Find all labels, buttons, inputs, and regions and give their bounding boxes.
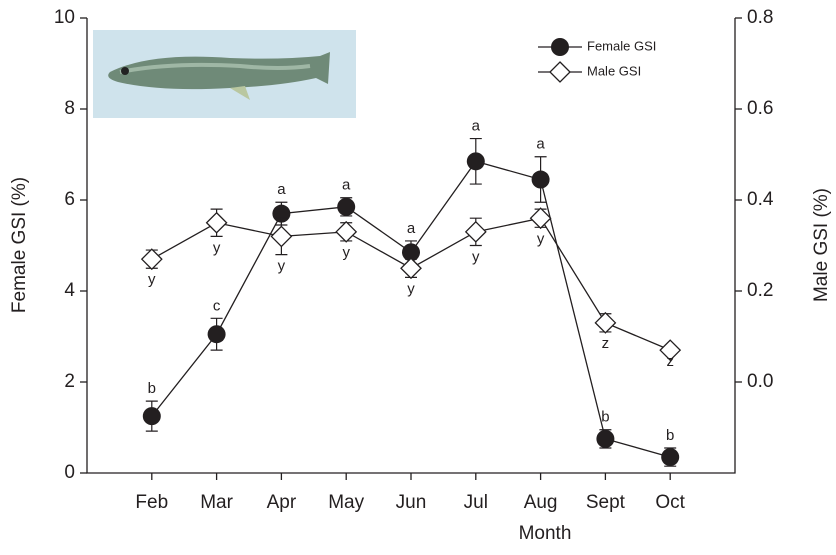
point	[143, 407, 161, 425]
significance-letter: a	[342, 177, 351, 194]
x-tick-label: Jun	[396, 492, 427, 513]
x-tick-label: Apr	[267, 492, 297, 513]
diamond-point	[271, 226, 291, 246]
significance-letter: y	[537, 230, 545, 247]
y-axis-title: Female GSI (%)	[9, 177, 30, 313]
x-tick-label: Oct	[655, 492, 685, 513]
y-tick-label: 4	[64, 280, 75, 301]
x-tick-label: May	[328, 492, 364, 513]
series-line	[152, 161, 670, 457]
significance-letter: y	[278, 258, 286, 275]
significance-letter: b	[601, 409, 609, 426]
y2-tick-label: 0.2	[747, 280, 773, 301]
y-tick-label: 10	[54, 7, 75, 28]
y2-tick-label: 0.6	[747, 98, 773, 119]
point	[596, 430, 614, 448]
x-tick-label: Feb	[135, 492, 168, 513]
diamond-point	[336, 222, 356, 242]
x-tick-label: Jul	[464, 492, 488, 513]
y2-tick-label: 0.8	[747, 7, 773, 28]
significance-letter: y	[472, 248, 480, 265]
diamond-point	[466, 222, 486, 242]
legend-label: Female GSI	[587, 38, 656, 53]
significance-letter: a	[472, 118, 481, 135]
significance-letter: z	[602, 335, 610, 352]
diamond-point	[142, 249, 162, 269]
x-axis-title: Month	[519, 523, 572, 544]
significance-letter: b	[148, 380, 156, 397]
significance-letter: a	[407, 220, 416, 237]
y-tick-label: 0	[64, 462, 75, 483]
legend-marker	[551, 38, 569, 56]
y2-axis-title: Male GSI (%)	[811, 188, 832, 302]
diamond-point	[595, 313, 615, 333]
significance-letter: y	[213, 239, 221, 256]
significance-letter: y	[407, 280, 415, 297]
diamond-point	[207, 213, 227, 233]
significance-letter: y	[148, 271, 156, 288]
chart: Month Female GSI (%) Male GSI (%) 0 2 4 6 8 1…	[0, 0, 836, 555]
significance-letter: a	[277, 181, 286, 198]
legend-label: Male GSI	[587, 63, 641, 78]
y-tick-label: 2	[64, 371, 75, 392]
point	[661, 448, 679, 466]
significance-letter: a	[536, 136, 545, 153]
x-tick-label: Aug	[524, 492, 558, 513]
point	[337, 198, 355, 216]
point	[208, 325, 226, 343]
significance-letter: b	[666, 427, 674, 444]
diamond-point	[531, 208, 551, 228]
point	[467, 152, 485, 170]
y2-tick-label: 0.0	[747, 371, 773, 392]
significance-letter: y	[342, 244, 350, 261]
point	[532, 171, 550, 189]
diamond-point	[401, 258, 421, 278]
significance-letter: c	[213, 297, 221, 314]
significance-letter: z	[666, 353, 674, 370]
x-tick-label: Mar	[200, 492, 233, 513]
y-tick-label: 8	[64, 98, 75, 119]
y-tick-label: 6	[64, 189, 75, 210]
legend-marker	[550, 62, 570, 82]
fish-photo	[93, 30, 356, 118]
x-tick-label: Sept	[586, 492, 626, 513]
y2-tick-label: 0.4	[747, 189, 774, 210]
